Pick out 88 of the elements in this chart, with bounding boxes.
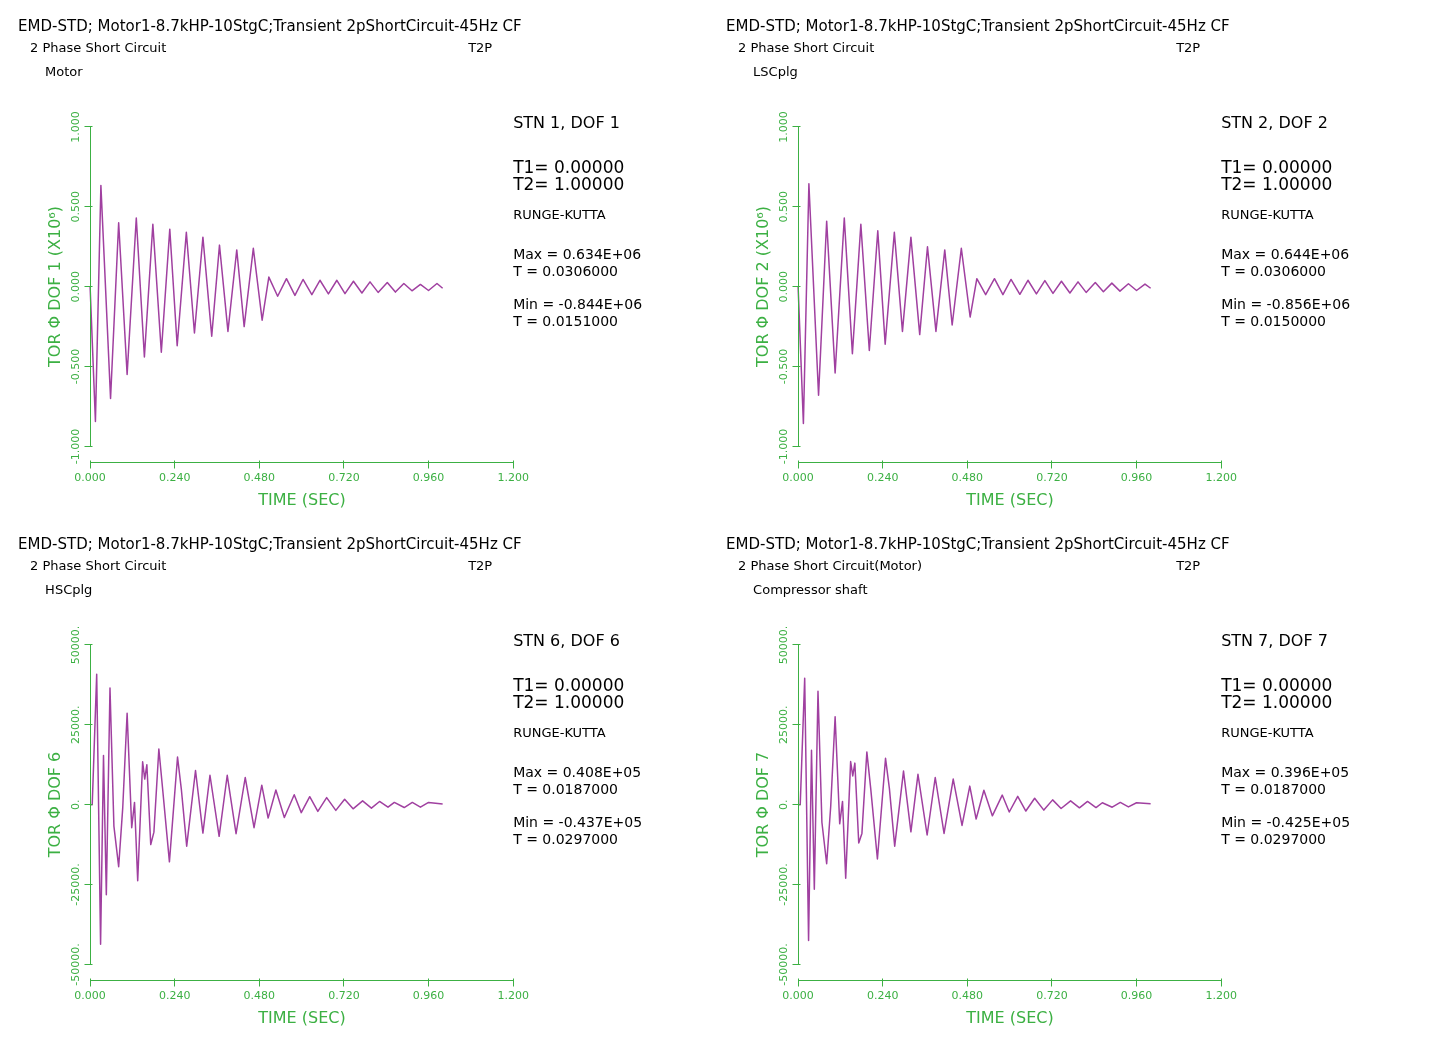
y-tick-label: -50000. [69, 943, 83, 986]
text: T2P [1175, 557, 1201, 573]
y-tick-label: -0.500 [777, 348, 791, 385]
annotation: T = 0.0187000 [1220, 780, 1327, 797]
annotation: Max = 0.634E+06 [513, 245, 642, 262]
annotation: T = 0.0306000 [1220, 262, 1327, 279]
x-tick-label: 0.240 [866, 989, 899, 1003]
x-tick-label: 0.480 [243, 989, 276, 1003]
annotation: Min = -0.856E+06 [1221, 295, 1351, 312]
y-tick-label: 0.000 [777, 270, 791, 303]
text: Motor [45, 63, 84, 79]
x-tick-label: 0.480 [243, 471, 276, 485]
annotation: RUNGE-KUTTA [1221, 206, 1314, 222]
y-tick-label: -0.500 [69, 348, 83, 385]
annotation: STN 1, DOF 1 [513, 112, 620, 132]
x-axis-title: TIME (SEC) [965, 489, 1054, 509]
text: HSCplg [45, 581, 93, 597]
x-tick-label: 0.720 [328, 989, 360, 1003]
x-tick-label: 0.960 [412, 471, 445, 485]
annotation: T = 0.0150000 [1220, 312, 1327, 329]
chart-title: EMD-STD; Motor1-8.7kHP-10StgC;Transient 2pShortCircuit-45Hz CF [726, 534, 1230, 553]
x-tick-label: 0.240 [158, 471, 191, 485]
y-axis-title: TOR Φ DOF 1 (X10⁶) [44, 206, 64, 368]
annotation: T = 0.0297000 [512, 830, 619, 847]
annotation: STN 7, DOF 7 [1221, 630, 1328, 650]
annotation: Min = -0.844E+06 [513, 295, 643, 312]
annotation: RUNGE-KUTTA [513, 724, 606, 740]
y-axis-title: TOR Φ DOF 7 [752, 751, 772, 859]
y-tick-label: 25000. [777, 705, 791, 745]
chart-title: EMD-STD; Motor1-8.7kHP-10StgC;Transient 2pShortCircuit-45Hz CF [18, 16, 522, 35]
x-tick-label: 0.720 [1036, 471, 1068, 485]
y-tick-label: -25000. [777, 863, 791, 906]
text: T2P [1175, 39, 1201, 55]
y-tick-label: 0. [777, 799, 791, 810]
x-tick-label: 1.200 [1205, 989, 1237, 1003]
y-tick-label: 0.500 [777, 191, 791, 223]
chart-title: EMD-STD; Motor1-8.7kHP-10StgC;Transient 2pShortCircuit-45Hz CF [726, 16, 1230, 35]
annotation: RUNGE-KUTTA [513, 206, 606, 222]
y-tick-label: -1.000 [777, 428, 791, 465]
y-tick-label: -1.000 [69, 428, 83, 465]
y-tick-label: 25000. [69, 705, 83, 745]
x-tick-label: 0.720 [328, 471, 360, 485]
annotation: T = 0.0297000 [1220, 830, 1327, 847]
y-tick-label: 50000. [69, 625, 83, 665]
y-tick-label: 0.500 [69, 191, 83, 223]
x-tick-label: 1.200 [497, 989, 529, 1003]
x-tick-label: 0.240 [866, 471, 899, 485]
chart-subtitle: 2 Phase Short Circuit(Motor) [738, 557, 923, 573]
y-tick-label: 1.000 [69, 111, 83, 143]
text: T2P [467, 39, 493, 55]
y-tick-label: 50000. [777, 625, 791, 665]
chart-subtitle: 2 Phase Short Circuit [738, 39, 875, 55]
y-tick-label: -25000. [69, 863, 83, 906]
x-tick-label: 0.240 [158, 989, 191, 1003]
x-tick-label: 0.960 [1120, 471, 1153, 485]
text: Compressor shaft [753, 581, 868, 597]
annotation: STN 6, DOF 6 [513, 630, 620, 650]
y-tick-label: 0.000 [69, 270, 83, 303]
x-axis-title: TIME (SEC) [965, 1007, 1054, 1027]
annotation: Max = 0.396E+05 [1221, 763, 1350, 780]
x-tick-label: 0.960 [412, 989, 445, 1003]
x-tick-label: 0.480 [951, 471, 984, 485]
text: T2P [467, 557, 493, 573]
y-axis-title: TOR Φ DOF 2 (X10⁶) [752, 206, 772, 368]
x-axis-title: TIME (SEC) [257, 1007, 346, 1027]
x-axis-title: TIME (SEC) [257, 489, 346, 509]
annotation: T = 0.0187000 [512, 780, 619, 797]
chart-title: EMD-STD; Motor1-8.7kHP-10StgC;Transient 2pShortCircuit-45Hz CF [18, 534, 522, 553]
annotation: Max = 0.408E+05 [513, 763, 642, 780]
x-tick-label: 0.960 [1120, 989, 1153, 1003]
text: LSCplg [753, 63, 798, 79]
x-tick-label: 1.200 [497, 471, 529, 485]
annotation: Min = -0.437E+05 [513, 813, 643, 830]
annotation: Max = 0.644E+06 [1221, 245, 1350, 262]
x-tick-label: 0.480 [951, 989, 984, 1003]
annotation: STN 2, DOF 2 [1221, 112, 1328, 132]
y-axis-title: TOR Φ DOF 6 [44, 751, 64, 859]
y-tick-label: -50000. [777, 943, 791, 986]
y-tick-label: 1.000 [777, 111, 791, 143]
annotation: Min = -0.425E+05 [1221, 813, 1351, 830]
annotation: T = 0.0306000 [512, 262, 619, 279]
x-tick-label: 0.720 [1036, 989, 1068, 1003]
annotation: T = 0.0151000 [512, 312, 619, 329]
y-tick-label: 0. [69, 799, 83, 810]
annotation: RUNGE-KUTTA [1221, 724, 1314, 740]
chart-subtitle: 2 Phase Short Circuit [30, 557, 167, 573]
x-tick-label: 1.200 [1205, 471, 1237, 485]
chart-subtitle: 2 Phase Short Circuit [30, 39, 167, 55]
